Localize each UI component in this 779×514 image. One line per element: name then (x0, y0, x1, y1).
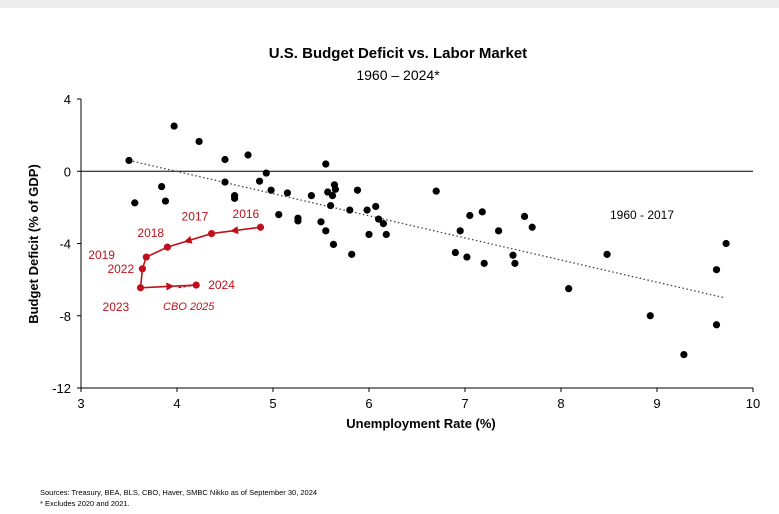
data-point (712, 321, 721, 329)
path-arrow (230, 226, 239, 235)
chart-subtitle: 1960 – 2024* (356, 67, 440, 83)
data-point (327, 201, 335, 210)
red-data-point (163, 243, 171, 251)
x-tick-label: 5 (269, 396, 276, 411)
data-point (322, 227, 330, 235)
data-point (329, 240, 338, 249)
data-point (520, 212, 529, 221)
data-point (432, 187, 440, 195)
y-tick-label: 0 (64, 164, 71, 179)
red-data-point (136, 284, 145, 292)
data-point (451, 248, 459, 257)
data-point (528, 223, 536, 231)
chart-title: U.S. Budget Deficit vs. Labor Market (269, 45, 527, 62)
data-point (195, 137, 203, 146)
x-tick-label: 10 (746, 396, 760, 411)
data-point (379, 220, 387, 228)
x-tick-label: 3 (77, 396, 84, 411)
data-point (603, 250, 611, 258)
data-point (283, 189, 291, 197)
year-label: 2016 (233, 207, 260, 221)
y-tick-label: 4 (64, 92, 71, 107)
year-label: 2024 (208, 278, 235, 292)
y-tick-label: -12 (52, 381, 71, 396)
cbo-2025-label: CBO 2025 (163, 301, 215, 313)
data-point (346, 206, 354, 214)
x-tick-label: 9 (653, 396, 660, 411)
data-point (375, 215, 383, 223)
x-tick-label: 4 (173, 396, 180, 411)
data-point (331, 185, 339, 193)
data-point (353, 186, 362, 194)
data-point (317, 218, 325, 226)
data-point (322, 160, 330, 168)
path-arrow (183, 235, 193, 244)
data-point (294, 217, 302, 225)
data-point (221, 155, 229, 164)
x-tick-label: 7 (461, 396, 468, 411)
data-point (365, 230, 373, 239)
data-point (372, 202, 380, 211)
axes: 3 4 5 6 7 8 9 10 4 0 -4 -8 -12 (52, 92, 760, 411)
cbo-projection-line (176, 284, 197, 289)
data-point (466, 211, 474, 220)
trend-line (128, 159, 725, 299)
data-point (509, 251, 517, 259)
footer-sources: Sources: Treasury, BEA, BLS, CBO, Haver,… (40, 488, 318, 497)
x-axis-label: Unemployment Rate (%) (346, 416, 496, 431)
data-point (170, 122, 178, 130)
data-point (244, 151, 252, 159)
year-label: 2017 (182, 210, 209, 224)
data-point (125, 156, 133, 165)
data-point (712, 266, 721, 274)
data-point (478, 208, 486, 216)
year-label: 2023 (103, 300, 130, 314)
data-point (158, 183, 166, 191)
data-point (255, 177, 264, 185)
data-point (328, 192, 337, 200)
data-point (511, 259, 519, 267)
data-point (722, 239, 730, 248)
year-label: 2018 (137, 226, 164, 240)
data-point (463, 253, 471, 261)
annotation-1960-2017: 1960 - 2017 (610, 208, 674, 222)
y-tick-label: -8 (59, 309, 71, 324)
footer-note: * Excludes 2020 and 2021. (40, 499, 130, 508)
red-data-point (138, 265, 147, 273)
data-point (231, 194, 239, 202)
year-label: 2022 (107, 262, 134, 276)
y-tick-label: -4 (59, 237, 71, 252)
data-point (307, 192, 315, 200)
data-point (646, 312, 654, 320)
data-point (161, 197, 170, 205)
red-data-point (256, 223, 265, 231)
top-bar (0, 0, 779, 8)
data-point (262, 169, 270, 177)
data-point (456, 227, 464, 235)
data-point (495, 227, 503, 235)
data-point (348, 250, 356, 258)
data-point (275, 211, 283, 219)
red-data-point (207, 229, 216, 238)
data-point (267, 186, 275, 194)
red-data-point (142, 253, 150, 261)
y-axis-label: Budget Deficit (% of GDP) (26, 164, 41, 324)
data-point (131, 199, 139, 207)
year-label: 2019 (88, 248, 115, 262)
data-point (480, 259, 488, 267)
data-point (363, 206, 371, 214)
data-point (382, 230, 390, 239)
x-tick-label: 6 (365, 396, 372, 411)
data-point (680, 350, 688, 359)
x-tick-label: 8 (557, 396, 564, 411)
data-point (565, 285, 573, 293)
data-point (221, 178, 229, 186)
